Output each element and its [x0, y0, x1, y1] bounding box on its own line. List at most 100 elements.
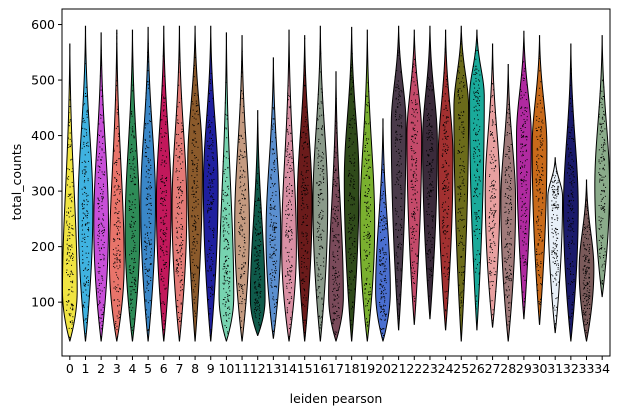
data-point [196, 170, 198, 172]
data-point [210, 203, 212, 205]
data-point [196, 165, 198, 167]
data-point [353, 165, 355, 167]
data-point [411, 201, 413, 203]
data-point [508, 310, 510, 311]
data-point [337, 289, 339, 291]
data-point [504, 257, 506, 259]
violin-13 [265, 57, 282, 339]
data-point [274, 279, 276, 281]
data-point [461, 131, 463, 133]
data-point [369, 246, 371, 248]
data-point [521, 201, 523, 203]
data-point [379, 304, 381, 306]
data-point [83, 305, 85, 307]
data-point [301, 193, 303, 195]
data-point [489, 273, 491, 275]
data-point [429, 309, 431, 311]
data-point [226, 193, 228, 195]
data-point [383, 217, 385, 219]
data-point [478, 87, 480, 89]
data-point [87, 306, 89, 308]
data-point [442, 115, 444, 117]
data-point [536, 169, 538, 171]
data-point [493, 274, 495, 276]
data-point [306, 268, 308, 270]
data-point [347, 231, 349, 233]
data-point [381, 274, 383, 276]
data-point [443, 184, 445, 186]
data-point [415, 199, 417, 201]
data-point [332, 329, 334, 331]
data-point [179, 317, 181, 319]
data-point [462, 85, 464, 87]
data-point [490, 263, 492, 265]
data-point [523, 301, 525, 303]
data-point [145, 176, 147, 178]
data-point [289, 327, 291, 329]
data-point [429, 149, 431, 151]
data-point [116, 162, 118, 164]
data-point [273, 247, 275, 249]
data-point [212, 193, 214, 195]
data-point [303, 65, 305, 67]
data-point [540, 253, 542, 255]
data-point [508, 174, 510, 176]
data-point [399, 133, 401, 135]
data-point [492, 212, 494, 214]
data-point [101, 275, 103, 277]
data-point [301, 198, 303, 200]
data-point [195, 229, 197, 231]
data-point [132, 201, 134, 203]
data-point [208, 248, 210, 250]
data-point [209, 209, 211, 211]
data-point [244, 156, 246, 158]
data-point [166, 180, 168, 182]
data-point [430, 195, 432, 197]
data-point [99, 250, 101, 252]
data-point [492, 95, 494, 97]
data-point [257, 197, 259, 199]
data-point [478, 210, 480, 212]
data-point [323, 179, 324, 181]
data-point [208, 145, 210, 147]
data-point [477, 91, 479, 93]
data-point [508, 286, 510, 288]
data-point [99, 166, 101, 168]
data-point [430, 275, 432, 277]
data-point [117, 140, 119, 142]
data-point [130, 209, 132, 211]
data-point [395, 210, 397, 212]
data-point [426, 86, 428, 88]
data-point [258, 233, 260, 235]
data-point [307, 257, 309, 259]
data-point [164, 160, 166, 162]
data-point [99, 300, 101, 302]
data-point [444, 247, 446, 249]
data-point [149, 257, 151, 259]
data-point [68, 327, 70, 329]
data-point [307, 129, 309, 131]
data-point [212, 253, 214, 254]
data-point [273, 215, 275, 217]
data-point [213, 231, 215, 233]
points-21 [394, 39, 403, 328]
data-point [254, 302, 256, 304]
data-point [428, 214, 430, 216]
data-point [119, 226, 121, 228]
data-point [128, 269, 130, 271]
data-point [119, 288, 121, 290]
data-point [271, 246, 273, 248]
data-point [427, 95, 429, 97]
data-point [162, 209, 164, 211]
data-point [348, 170, 350, 172]
data-point [367, 302, 369, 304]
data-point [275, 262, 277, 264]
data-point [338, 296, 340, 298]
data-point [257, 266, 259, 268]
data-point [224, 305, 226, 307]
data-point [192, 225, 194, 227]
data-point [103, 247, 105, 249]
data-point [535, 179, 537, 181]
data-point [196, 180, 198, 182]
data-point [177, 179, 179, 181]
